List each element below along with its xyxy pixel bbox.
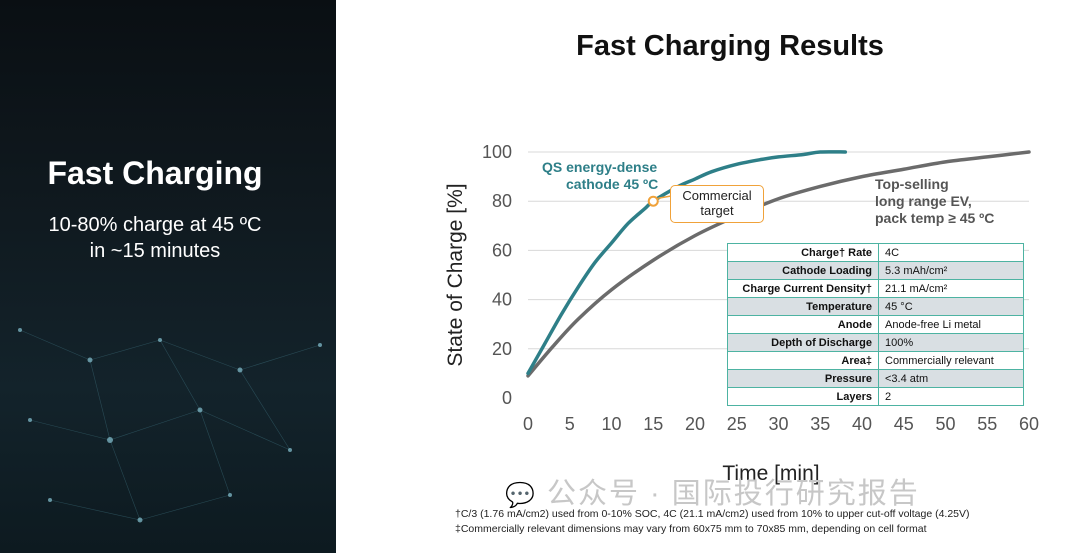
- spec-key: Temperature: [727, 297, 879, 316]
- spec-value: 21.1 mA/cm²: [878, 279, 1024, 298]
- x-tick-label: 25: [727, 414, 747, 434]
- y-tick-label: 60: [492, 240, 512, 260]
- chat-bubble-icon: 💬: [505, 482, 537, 509]
- qs-series-label-line2: cathode 45 ºC: [566, 176, 658, 192]
- spec-row: Cathode Loading 5.3 mAh/cm²: [727, 261, 1024, 280]
- y-tick-label: 20: [492, 339, 512, 359]
- spec-value: 100%: [878, 333, 1024, 352]
- spec-value: 5.3 mAh/cm²: [878, 261, 1024, 280]
- left-title: Fast Charging: [47, 155, 263, 191]
- spec-key: Pressure: [727, 369, 879, 388]
- spec-table: Charge† Rate 4C Cathode Loading 5.3 mAh/cm²…: [727, 243, 1024, 406]
- spec-value: <3.4 atm: [878, 369, 1024, 388]
- left-subtitle-line1: 10-80% charge at 45 ºC: [48, 214, 262, 236]
- x-tick-label: 10: [601, 414, 621, 434]
- watermark: 💬 公众号 · 国际投行研究报告: [505, 470, 920, 512]
- callout-leader-line: [658, 195, 672, 199]
- x-axis-title: Time [min]: [722, 462, 819, 485]
- y-tick-label: 40: [492, 290, 512, 310]
- spec-value: Commercially relevant: [878, 351, 1024, 370]
- x-tick-label: 35: [810, 414, 830, 434]
- footnote-1: †C/3 (1.76 mA/cm2) used from 0-10% SOC, …: [455, 508, 970, 520]
- spec-row: Charge Current Density† 21.1 mA/cm²: [727, 279, 1024, 298]
- x-tick-label: 45: [894, 414, 914, 434]
- x-tick-label: 60: [1019, 414, 1039, 434]
- x-tick-label: 40: [852, 414, 872, 434]
- spec-row: Pressure <3.4 atm: [727, 369, 1024, 388]
- slide-title: Fast Charging Results: [576, 30, 884, 62]
- y-tick-label: 0: [502, 388, 512, 408]
- y-axis-title: State of Charge [%]: [444, 183, 467, 366]
- network-background-graphic: [18, 328, 322, 523]
- spec-row: Charge† Rate 4C: [727, 243, 1024, 262]
- spec-row: Layers 2: [727, 387, 1024, 406]
- y-tick-label: 80: [492, 191, 512, 211]
- spec-key: Cathode Loading: [727, 261, 879, 280]
- ev-series-label-line3: pack temp ≥ 45 ºC: [875, 210, 994, 226]
- spec-value: 45 °C: [878, 297, 1024, 316]
- left-subtitle-line2: in ~15 minutes: [89, 240, 221, 262]
- footnote-2: ‡Commercially relevant dimensions may va…: [455, 523, 927, 535]
- watermark-text: 公众号 · 国际投行研究报告: [546, 478, 920, 510]
- y-tick-labels: 0 20 40 60 80 100: [482, 142, 512, 408]
- spec-key: Charge Current Density†: [727, 279, 879, 298]
- x-tick-label: 15: [643, 414, 663, 434]
- spec-key: Anode: [727, 315, 879, 334]
- spec-value: Anode-free Li metal: [878, 315, 1024, 334]
- x-tick-label: 55: [977, 414, 997, 434]
- callout-line1: Commercial: [682, 188, 752, 203]
- x-tick-labels: 0 5 10 15 20 25 30 35 40 45 50 55 60: [523, 414, 1039, 434]
- commercial-target-callout: Commercial target: [670, 185, 764, 223]
- qs-series-label-line1: QS energy-dense: [542, 159, 657, 175]
- chart-canvas: 0 5 10 15 20 25 30 35 40 45 50 55 60 0 20 40 60 80 100 St…: [444, 142, 1039, 485]
- left-panel: Fast Charging 10-80% charge at 45 ºC in …: [0, 0, 336, 553]
- qs-series-line: [526, 150, 848, 376]
- x-tick-label: 30: [768, 414, 788, 434]
- spec-row: Depth of Discharge 100%: [727, 333, 1024, 352]
- spec-value: 4C: [878, 243, 1024, 262]
- x-tick-label: 20: [685, 414, 705, 434]
- ev-series-label-line2: long range EV,: [875, 193, 972, 209]
- spec-key: Layers: [727, 387, 879, 406]
- spec-key: Area‡: [727, 351, 879, 370]
- ev-series-label-line1: Top-selling: [875, 176, 949, 192]
- spec-row: Anode Anode-free Li metal: [727, 315, 1024, 334]
- x-tick-label: 50: [935, 414, 955, 434]
- spec-key: Depth of Discharge: [727, 333, 879, 352]
- spec-row: Temperature 45 °C: [727, 297, 1024, 316]
- spec-row: Area‡ Commercially relevant: [727, 351, 1024, 370]
- spec-value: 2: [878, 387, 1024, 406]
- x-tick-label: 5: [565, 414, 575, 434]
- spec-key: Charge† Rate: [727, 243, 879, 262]
- y-tick-label: 100: [482, 142, 512, 162]
- callout-line2: target: [700, 203, 734, 218]
- x-tick-label: 0: [523, 414, 533, 434]
- commercial-target-marker: [647, 195, 659, 207]
